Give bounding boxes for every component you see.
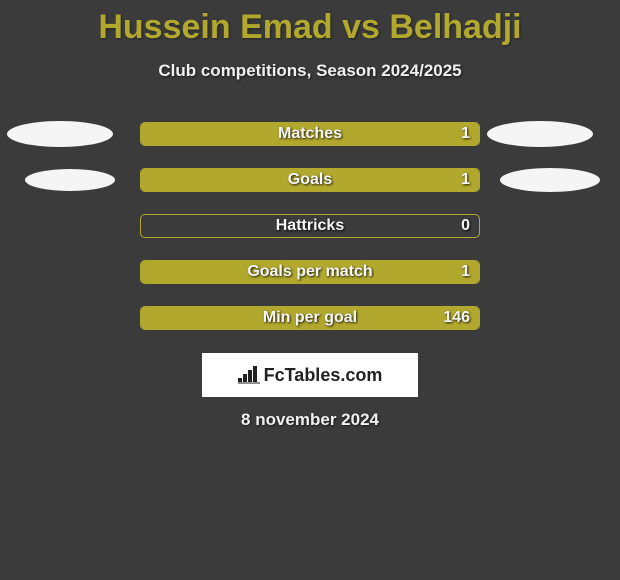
- comparison-infographic: Hussein Emad vs Belhadji Club competitio…: [0, 0, 620, 580]
- stat-row: Matches1: [0, 111, 620, 157]
- stat-row: Goals1: [0, 157, 620, 203]
- stat-row: Goals per match1: [0, 249, 620, 295]
- left-ellipse: [25, 169, 115, 191]
- page-subtitle: Club competitions, Season 2024/2025: [0, 61, 620, 81]
- left-ellipse: [7, 121, 113, 147]
- bar-frame: [140, 122, 480, 146]
- stat-row: Min per goal146: [0, 295, 620, 341]
- bar-chart-icon: [238, 366, 260, 384]
- logo-box: FcTables.com: [202, 353, 418, 397]
- logo-text: FcTables.com: [238, 365, 383, 386]
- chart-area: Matches1Goals1Hattricks0Goals per match1…: [0, 111, 620, 341]
- bar-fill: [141, 307, 479, 329]
- logo-label: FcTables.com: [264, 365, 383, 386]
- bar-fill: [141, 261, 479, 283]
- bar-fill: [141, 169, 479, 191]
- right-ellipse: [500, 168, 600, 192]
- bar-frame: [140, 168, 480, 192]
- bar-fill: [141, 123, 479, 145]
- right-ellipse: [487, 121, 593, 147]
- bar-frame: [140, 260, 480, 284]
- stat-row: Hattricks0: [0, 203, 620, 249]
- bar-frame: [140, 214, 480, 238]
- date-text: 8 november 2024: [0, 410, 620, 430]
- bar-frame: [140, 306, 480, 330]
- page-title: Hussein Emad vs Belhadji: [0, 0, 620, 47]
